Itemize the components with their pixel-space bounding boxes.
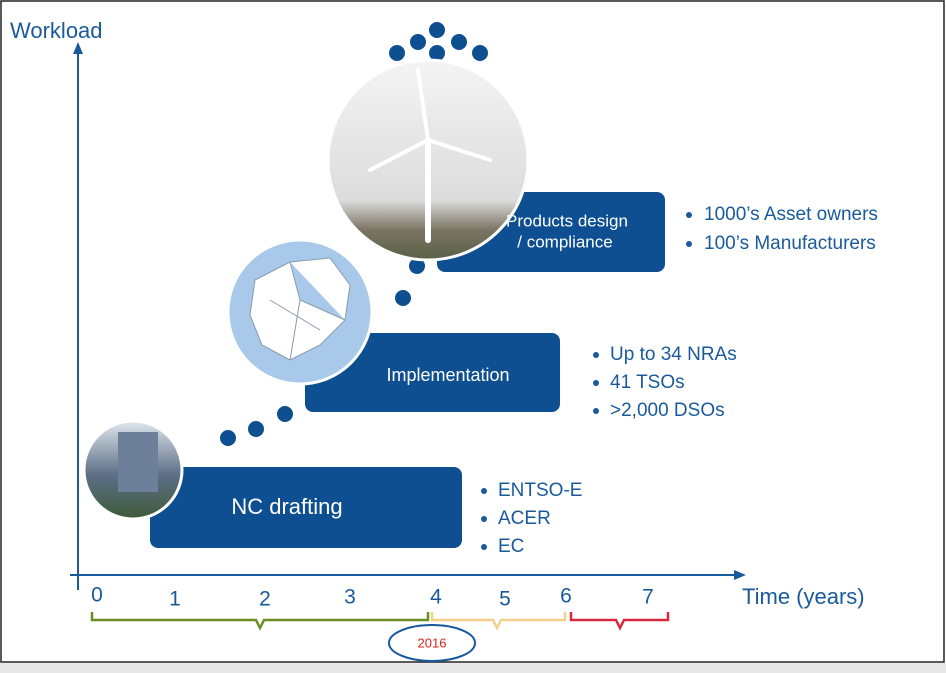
tick: 5 (499, 588, 511, 611)
bullet (481, 488, 487, 494)
x-axis-label: Time (years) (742, 584, 865, 609)
dot (277, 406, 293, 422)
tick: 2 (259, 588, 271, 611)
bullet-text: Up to 34 NRAs (610, 344, 737, 365)
dot (429, 22, 445, 38)
building (118, 432, 158, 492)
year-label: 2016 (418, 635, 447, 650)
bullet-text: EC (498, 536, 524, 557)
y-axis-label: Workload (10, 18, 103, 43)
dot (389, 45, 405, 61)
dot (472, 45, 488, 61)
bullet (593, 352, 599, 358)
stage-label: Products design (506, 211, 628, 230)
stage-label: / compliance (517, 232, 612, 251)
tick: 7 (642, 586, 654, 609)
tick: 6 (560, 585, 572, 608)
bullet (481, 544, 487, 550)
tick: 3 (344, 586, 356, 609)
bullet-text: 100’s Manufacturers (704, 233, 876, 254)
bullet (686, 241, 692, 247)
dot (248, 421, 264, 437)
tick: 0 (91, 584, 103, 607)
bullet-text: >2,000 DSOs (610, 400, 725, 421)
bottom-strip (0, 663, 946, 673)
dot (395, 290, 411, 306)
bullet-text: ENTSO-E (498, 480, 582, 501)
bullet (686, 212, 692, 218)
bullet (481, 516, 487, 522)
dot (451, 34, 467, 50)
slide: Workload Time (years) 0 1 2 3 4 5 6 7 20… (0, 0, 946, 673)
bullet-text: 41 TSOs (610, 372, 685, 393)
stage-label: NC drafting (231, 494, 342, 519)
dot (410, 34, 426, 50)
bullet (593, 408, 599, 414)
tick: 4 (430, 586, 442, 609)
tick: 1 (169, 588, 181, 611)
bullet-text: ACER (498, 508, 551, 529)
stage-label: Implementation (386, 365, 509, 385)
dot (220, 430, 236, 446)
bullet-text: 1000’s Asset owners (704, 204, 878, 225)
bullet (593, 380, 599, 386)
